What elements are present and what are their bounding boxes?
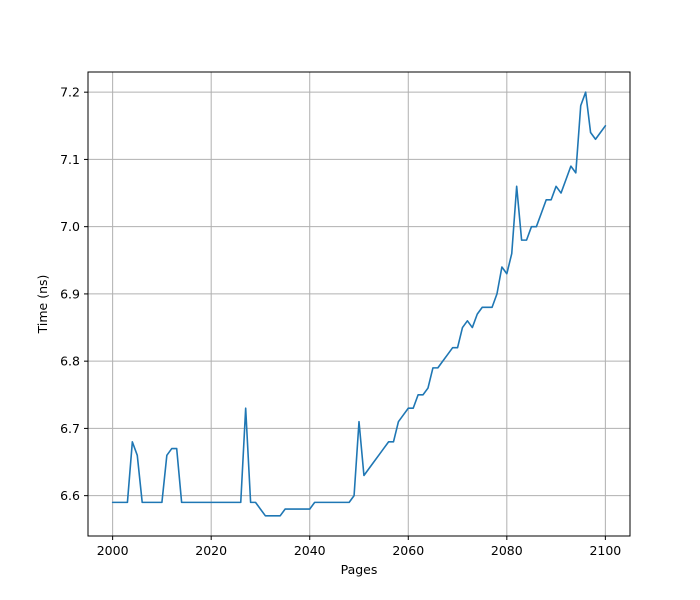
y-axis-ticks: 6.6 6.7 6.8 6.9 7.0 7.1 7.2 bbox=[60, 85, 88, 503]
y-tick-label: 7.0 bbox=[60, 219, 80, 234]
x-tick-label: 2080 bbox=[491, 543, 523, 558]
x-tick-label: 2100 bbox=[589, 543, 621, 558]
y-tick-label: 6.8 bbox=[60, 354, 80, 369]
y-tick-label: 7.1 bbox=[60, 152, 80, 167]
y-tick-label: 6.6 bbox=[60, 488, 80, 503]
x-axis-ticks: 2000 2020 2040 2060 2080 2100 bbox=[97, 536, 621, 558]
x-tick-label: 2060 bbox=[392, 543, 424, 558]
x-tick-label: 2040 bbox=[294, 543, 326, 558]
y-tick-label: 6.9 bbox=[60, 286, 80, 301]
y-axis-label: Time (ns) bbox=[35, 275, 50, 335]
x-tick-label: 2020 bbox=[195, 543, 227, 558]
plot-area-frame bbox=[87, 71, 631, 537]
y-tick-label: 7.2 bbox=[60, 85, 80, 100]
series-line bbox=[111, 91, 607, 517]
y-tick-label: 6.7 bbox=[60, 421, 80, 436]
series-group bbox=[111, 91, 607, 517]
x-axis-label: Pages bbox=[341, 562, 378, 577]
grid-lines bbox=[88, 72, 630, 536]
x-tick-label: 2000 bbox=[97, 543, 129, 558]
